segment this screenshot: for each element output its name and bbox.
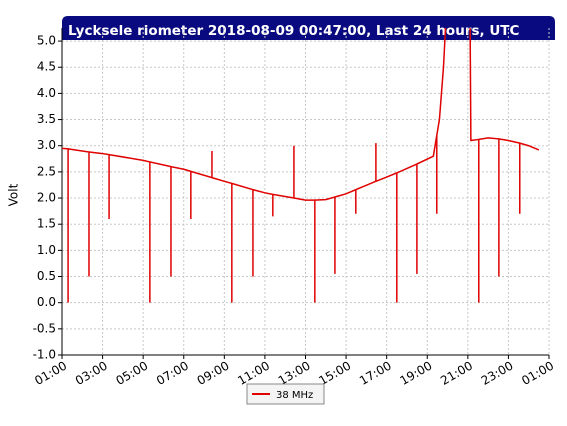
y-tick-label: 4.0 <box>37 86 56 100</box>
y-tick-label: 3.0 <box>37 138 56 152</box>
x-tick-label: 09:00 <box>195 359 232 388</box>
y-tick-label: -1.0 <box>33 348 56 362</box>
x-tick-label: 01:00 <box>32 359 69 388</box>
chart-title: Lycksele riometer 2018-08-09 00:47:00, L… <box>68 23 520 39</box>
x-tick-label: 23:00 <box>479 359 516 388</box>
x-tick-label: 21:00 <box>438 359 475 388</box>
y-tick-label: -0.5 <box>33 321 56 335</box>
x-tick-label: 05:00 <box>113 359 150 388</box>
y-tick-label: 0.0 <box>37 295 56 309</box>
data-line <box>62 28 540 303</box>
y-tick-label: 2.5 <box>37 164 56 178</box>
x-tick-label: 07:00 <box>154 359 191 388</box>
y-tick-label: 1.0 <box>37 243 56 257</box>
y-tick-label: 4.5 <box>37 60 56 74</box>
y-tick-label: 2.0 <box>37 191 56 205</box>
x-tick-label: 19:00 <box>398 359 435 388</box>
legend: 38 MHz <box>246 383 325 405</box>
legend-label: 38 MHz <box>276 390 313 401</box>
x-tick-label: 01:00 <box>519 359 556 388</box>
x-tick-label: 03:00 <box>73 359 110 388</box>
y-tick-label: 1.5 <box>37 217 56 231</box>
x-tick-label: 17:00 <box>357 359 394 388</box>
legend-box <box>246 383 325 405</box>
y-tick-label: 5.0 <box>37 34 56 48</box>
title-bar <box>62 16 555 40</box>
y-tick-label: 3.5 <box>37 112 56 126</box>
y-axis-label: Volt <box>7 183 21 206</box>
y-tick-label: 0.5 <box>37 269 56 283</box>
